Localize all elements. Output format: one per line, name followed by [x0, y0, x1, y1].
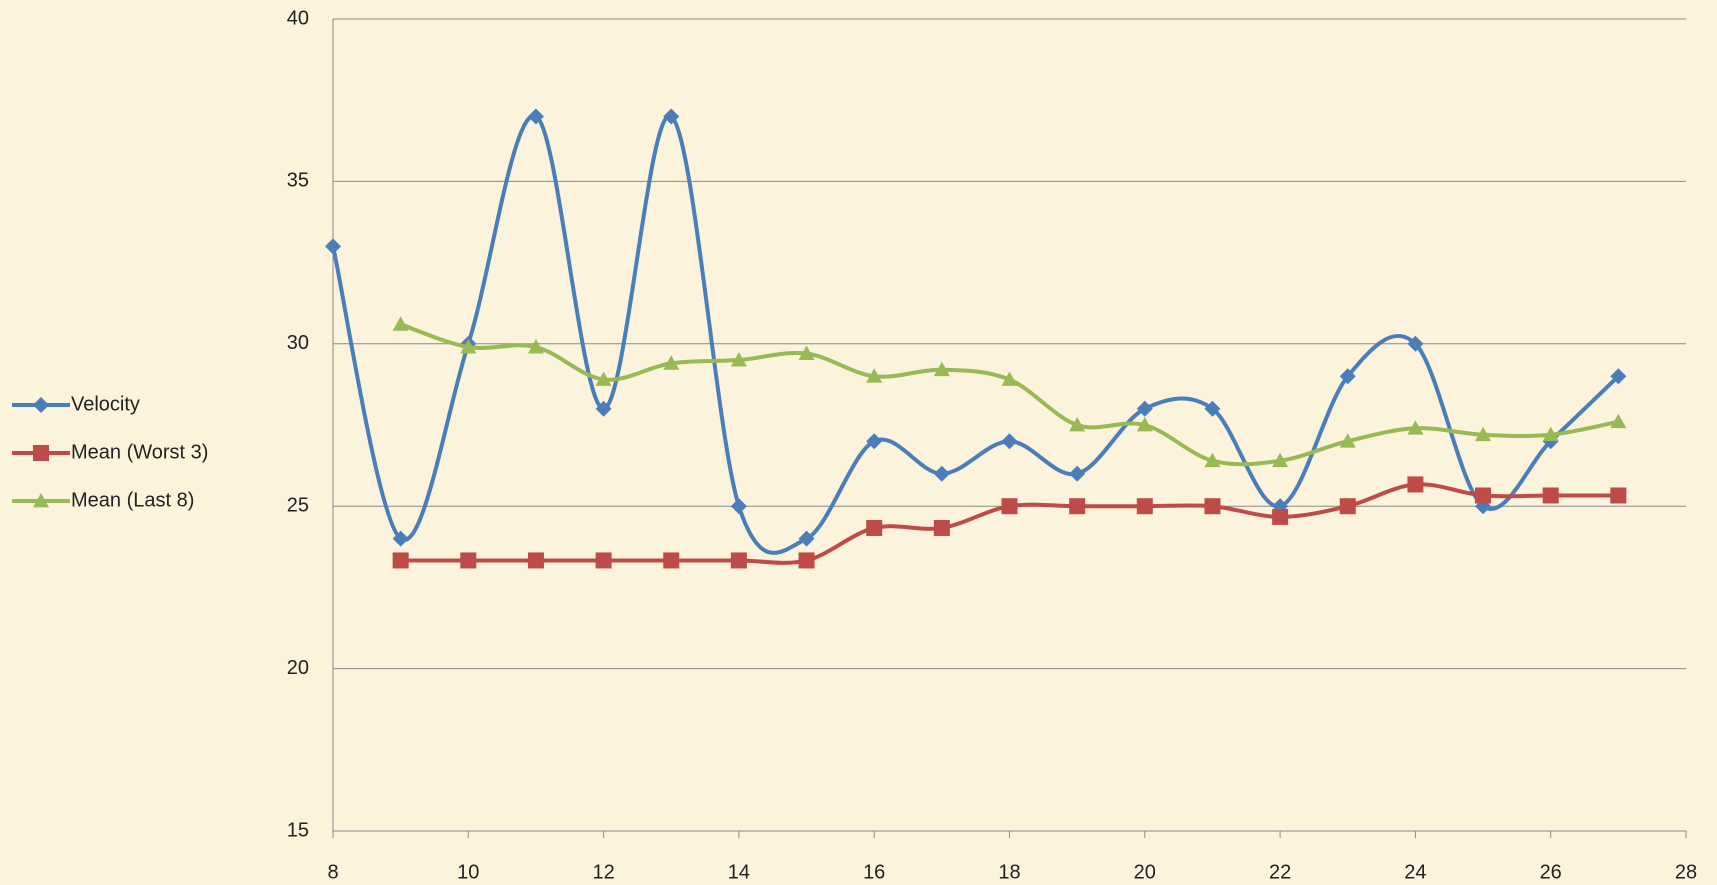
legend-label: Velocity	[71, 393, 140, 415]
marker	[1069, 498, 1086, 515]
marker	[460, 552, 477, 569]
marker	[798, 530, 815, 547]
marker	[1475, 487, 1492, 504]
marker	[1069, 417, 1086, 432]
marker	[866, 368, 883, 383]
y-tick-label: 40	[287, 7, 309, 29]
x-tick-label: 14	[728, 861, 750, 883]
marker	[663, 108, 680, 125]
legend-label: Mean (Worst 3)	[71, 441, 208, 463]
marker	[1272, 452, 1289, 468]
marker	[866, 519, 883, 536]
x-tick-label: 22	[1269, 861, 1291, 883]
marker	[1610, 487, 1627, 504]
marker	[1610, 368, 1627, 385]
marker	[595, 371, 612, 386]
marker	[798, 345, 815, 360]
y-tick-label: 35	[287, 170, 309, 192]
x-tick-label: 18	[998, 861, 1020, 883]
legend-marker	[33, 397, 49, 413]
x-tick-label: 28	[1675, 861, 1697, 883]
marker	[1136, 498, 1153, 515]
marker	[933, 361, 950, 377]
x-tick-label: 24	[1404, 861, 1426, 883]
marker	[1339, 498, 1356, 515]
series-line	[400, 482, 1619, 565]
marker	[1542, 487, 1559, 504]
legend-marker	[33, 445, 49, 461]
legend-marker	[33, 493, 49, 508]
x-tick-label: 20	[1134, 861, 1156, 883]
marker	[1069, 465, 1086, 482]
marker	[663, 552, 680, 569]
marker	[1136, 400, 1153, 417]
marker	[595, 552, 612, 569]
marker	[730, 552, 747, 569]
x-tick-label: 8	[327, 861, 338, 883]
marker	[663, 355, 680, 370]
marker	[1204, 498, 1221, 515]
marker	[1407, 335, 1424, 352]
marker	[392, 530, 409, 547]
marker	[527, 108, 544, 125]
marker	[1272, 508, 1289, 525]
y-tick-label: 20	[287, 657, 309, 679]
marker	[1136, 417, 1153, 432]
marker	[730, 352, 747, 367]
marker	[1407, 476, 1424, 493]
marker	[527, 339, 544, 354]
marker	[1001, 498, 1018, 515]
marker	[1610, 413, 1627, 429]
y-tick-label: 15	[287, 819, 309, 841]
marker	[1339, 433, 1356, 448]
legend-label: Mean (Last 8)	[71, 489, 194, 511]
marker	[595, 400, 612, 417]
x-tick-label: 16	[863, 861, 885, 883]
marker	[933, 465, 950, 482]
marker	[798, 552, 815, 569]
marker	[1542, 426, 1559, 442]
x-tick-label: 10	[457, 861, 479, 883]
y-tick-label: 25	[287, 494, 309, 516]
marker	[933, 519, 950, 536]
marker	[392, 552, 409, 569]
marker	[1407, 420, 1424, 435]
marker	[527, 552, 544, 569]
marker	[1475, 426, 1492, 442]
marker	[866, 433, 883, 450]
x-tick-label: 26	[1540, 861, 1562, 883]
marker	[1001, 433, 1018, 450]
x-tick-label: 12	[592, 861, 614, 883]
series-line	[331, 114, 1620, 555]
marker	[730, 498, 747, 515]
marker	[1204, 400, 1221, 417]
marker	[325, 238, 341, 255]
y-tick-label: 30	[287, 332, 309, 354]
marker	[460, 339, 477, 354]
marker	[392, 316, 409, 331]
marker	[1204, 452, 1221, 468]
marker	[1001, 371, 1018, 386]
marker	[1339, 368, 1356, 385]
